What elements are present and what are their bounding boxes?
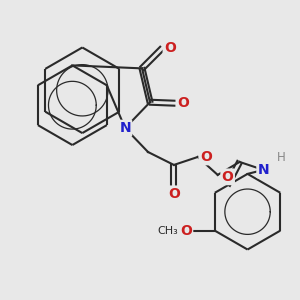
Text: H: H <box>277 152 286 164</box>
Text: CH₃: CH₃ <box>157 226 178 236</box>
Text: O: O <box>180 224 192 238</box>
Text: O: O <box>168 187 180 201</box>
Text: O: O <box>177 96 189 110</box>
Text: N: N <box>119 121 131 135</box>
Text: O: O <box>164 41 176 56</box>
Text: O: O <box>200 150 212 164</box>
Text: N: N <box>258 163 269 177</box>
Text: O: O <box>222 170 234 184</box>
